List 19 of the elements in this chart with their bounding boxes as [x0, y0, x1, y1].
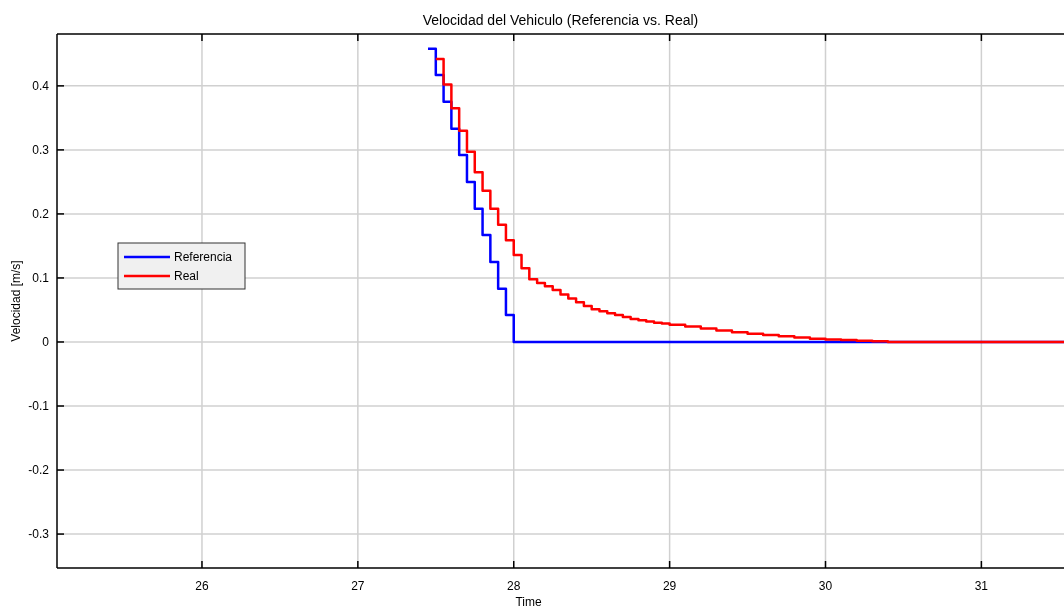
x-tick-label: 28 — [507, 579, 521, 593]
x-tick-label: 26 — [195, 579, 209, 593]
y-tick-label: -0.2 — [28, 463, 50, 478]
y-tick-label: 0.4 — [32, 79, 50, 94]
y-tick-label: 0.3 — [32, 143, 50, 158]
legend-label: Referencia — [174, 250, 233, 265]
y-axis-title: Velocidad [m/s] — [9, 260, 23, 342]
y-tick-label: 0.1 — [32, 271, 50, 286]
y-tick-label: 0.2 — [32, 207, 50, 222]
y-tick-label: -0.3 — [28, 527, 50, 542]
y-tick-label: -0.1 — [28, 399, 50, 414]
x-axis-title: Time — [515, 595, 542, 607]
legend-label: Real — [174, 269, 199, 284]
x-tick-label: 27 — [351, 579, 365, 593]
x-tick-label: 29 — [662, 579, 677, 593]
chart-title: Velocidad del Vehiculo (Referencia vs. Real) — [422, 12, 699, 28]
x-tick-label: 31 — [974, 579, 989, 593]
y-tick-label: 0 — [42, 335, 50, 350]
x-tick-label: 30 — [818, 579, 833, 593]
